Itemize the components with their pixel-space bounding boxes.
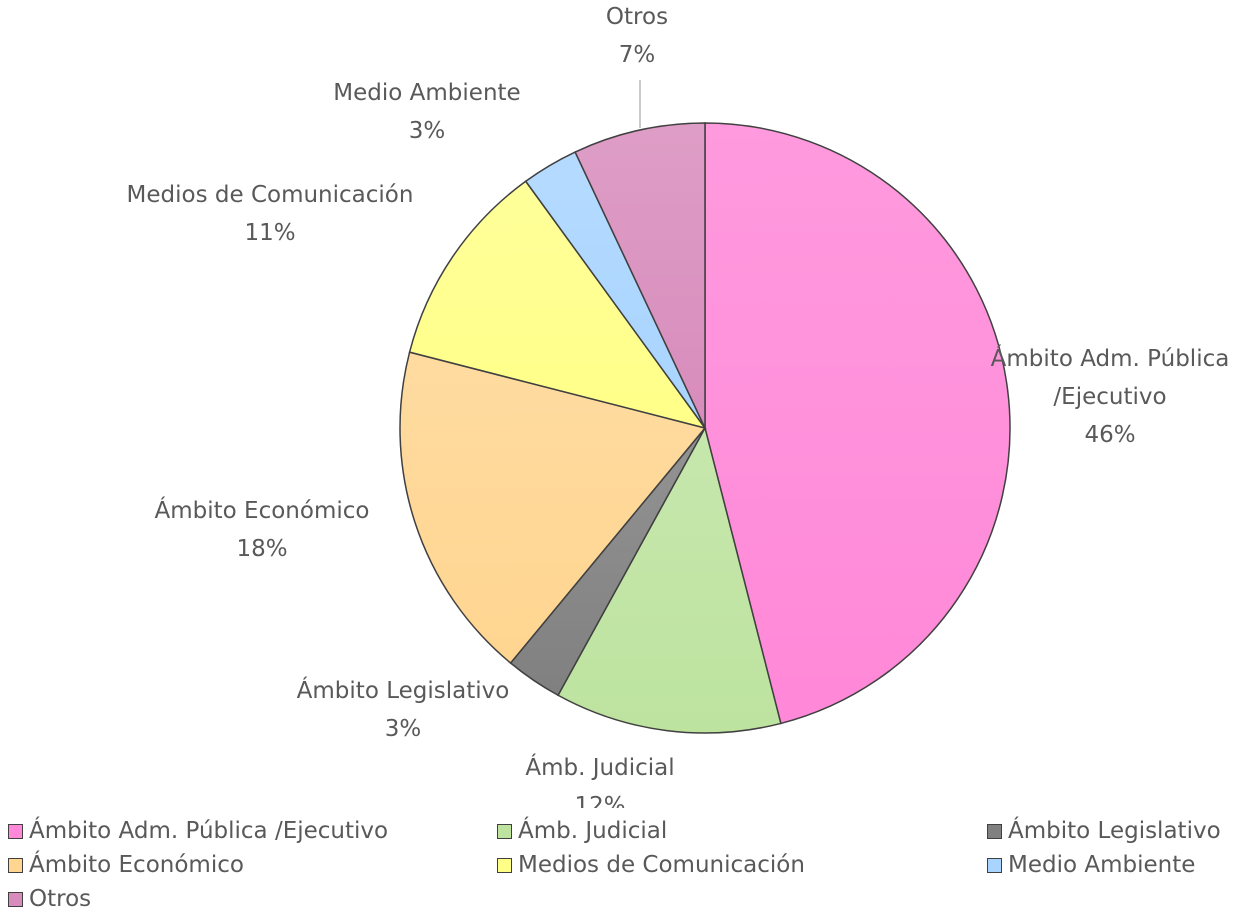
legend-swatch	[8, 857, 23, 873]
legend-item-otros: Otros	[8, 884, 91, 914]
data-label-ambito-legislativo: Ámbito Legislativo 3%	[297, 676, 510, 742]
data-label-ambito-adm-publica-ejecutivo: Ámbito Adm. Pública/Ejecutivo 46%	[991, 344, 1230, 448]
legend-item-amb-judicial: Ámb. Judicial	[497, 816, 667, 846]
legend-item-ambito-legislativo: Ámbito Legislativo	[987, 816, 1221, 846]
data-label-amb-judicial: Ámb. Judicial 12%	[525, 753, 674, 808]
legend-swatch	[8, 823, 23, 839]
legend-label: Medios de Comunicación	[518, 852, 805, 878]
legend-label: Otros	[29, 886, 92, 912]
pie-slice-medios-de-comunicacion	[408, 180, 707, 430]
legend-swatch	[987, 857, 1002, 873]
pie-slice-otros	[574, 122, 706, 429]
pie-slice-amb-judicial	[557, 425, 782, 734]
pie-slice-ambito-adm-publica-ejecutivo	[704, 122, 1011, 725]
legend-item-ambito-adm-publica-ejecutivo: Ámbito Adm. Pública /Ejecutivo	[8, 816, 388, 846]
legend-swatch	[987, 823, 1002, 839]
legend-label: Ámbito Adm. Pública /Ejecutivo	[29, 818, 389, 844]
legend-swatch	[8, 891, 23, 907]
legend-label: Ámbito Económico	[29, 852, 244, 878]
chart-legend: Ámbito Adm. Pública /Ejecutivo Ámb. Judic…	[0, 808, 1253, 916]
legend-label: Ámb. Judicial	[518, 818, 668, 844]
data-label-medio-ambiente: Medio Ambiente 3%	[333, 80, 520, 144]
legend-label: Medio Ambiente	[1008, 852, 1196, 878]
data-label-ambito-economico: Ámbito Económico 18%	[155, 496, 370, 562]
pie-slice-ambito-economico	[399, 351, 707, 665]
legend-item-ambito-economico: Ámbito Económico	[8, 850, 244, 880]
pie-chart: Ámbito Adm. Pública/Ejecutivo 46% Ámb. Jud…	[127, 4, 1230, 808]
data-label-otros: Otros 7%	[606, 4, 668, 68]
data-label-medios-de-comunicacion: Medios de Comunicación 11%	[127, 182, 414, 246]
legend-item-medio-ambiente: Medio Ambiente	[987, 850, 1195, 880]
legend-swatch	[497, 823, 512, 839]
legend-label: Ámbito Legislativo	[1008, 818, 1221, 844]
legend-item-medios-de-comunicacion: Medios de Comunicación	[497, 850, 805, 880]
legend-swatch	[497, 857, 512, 873]
